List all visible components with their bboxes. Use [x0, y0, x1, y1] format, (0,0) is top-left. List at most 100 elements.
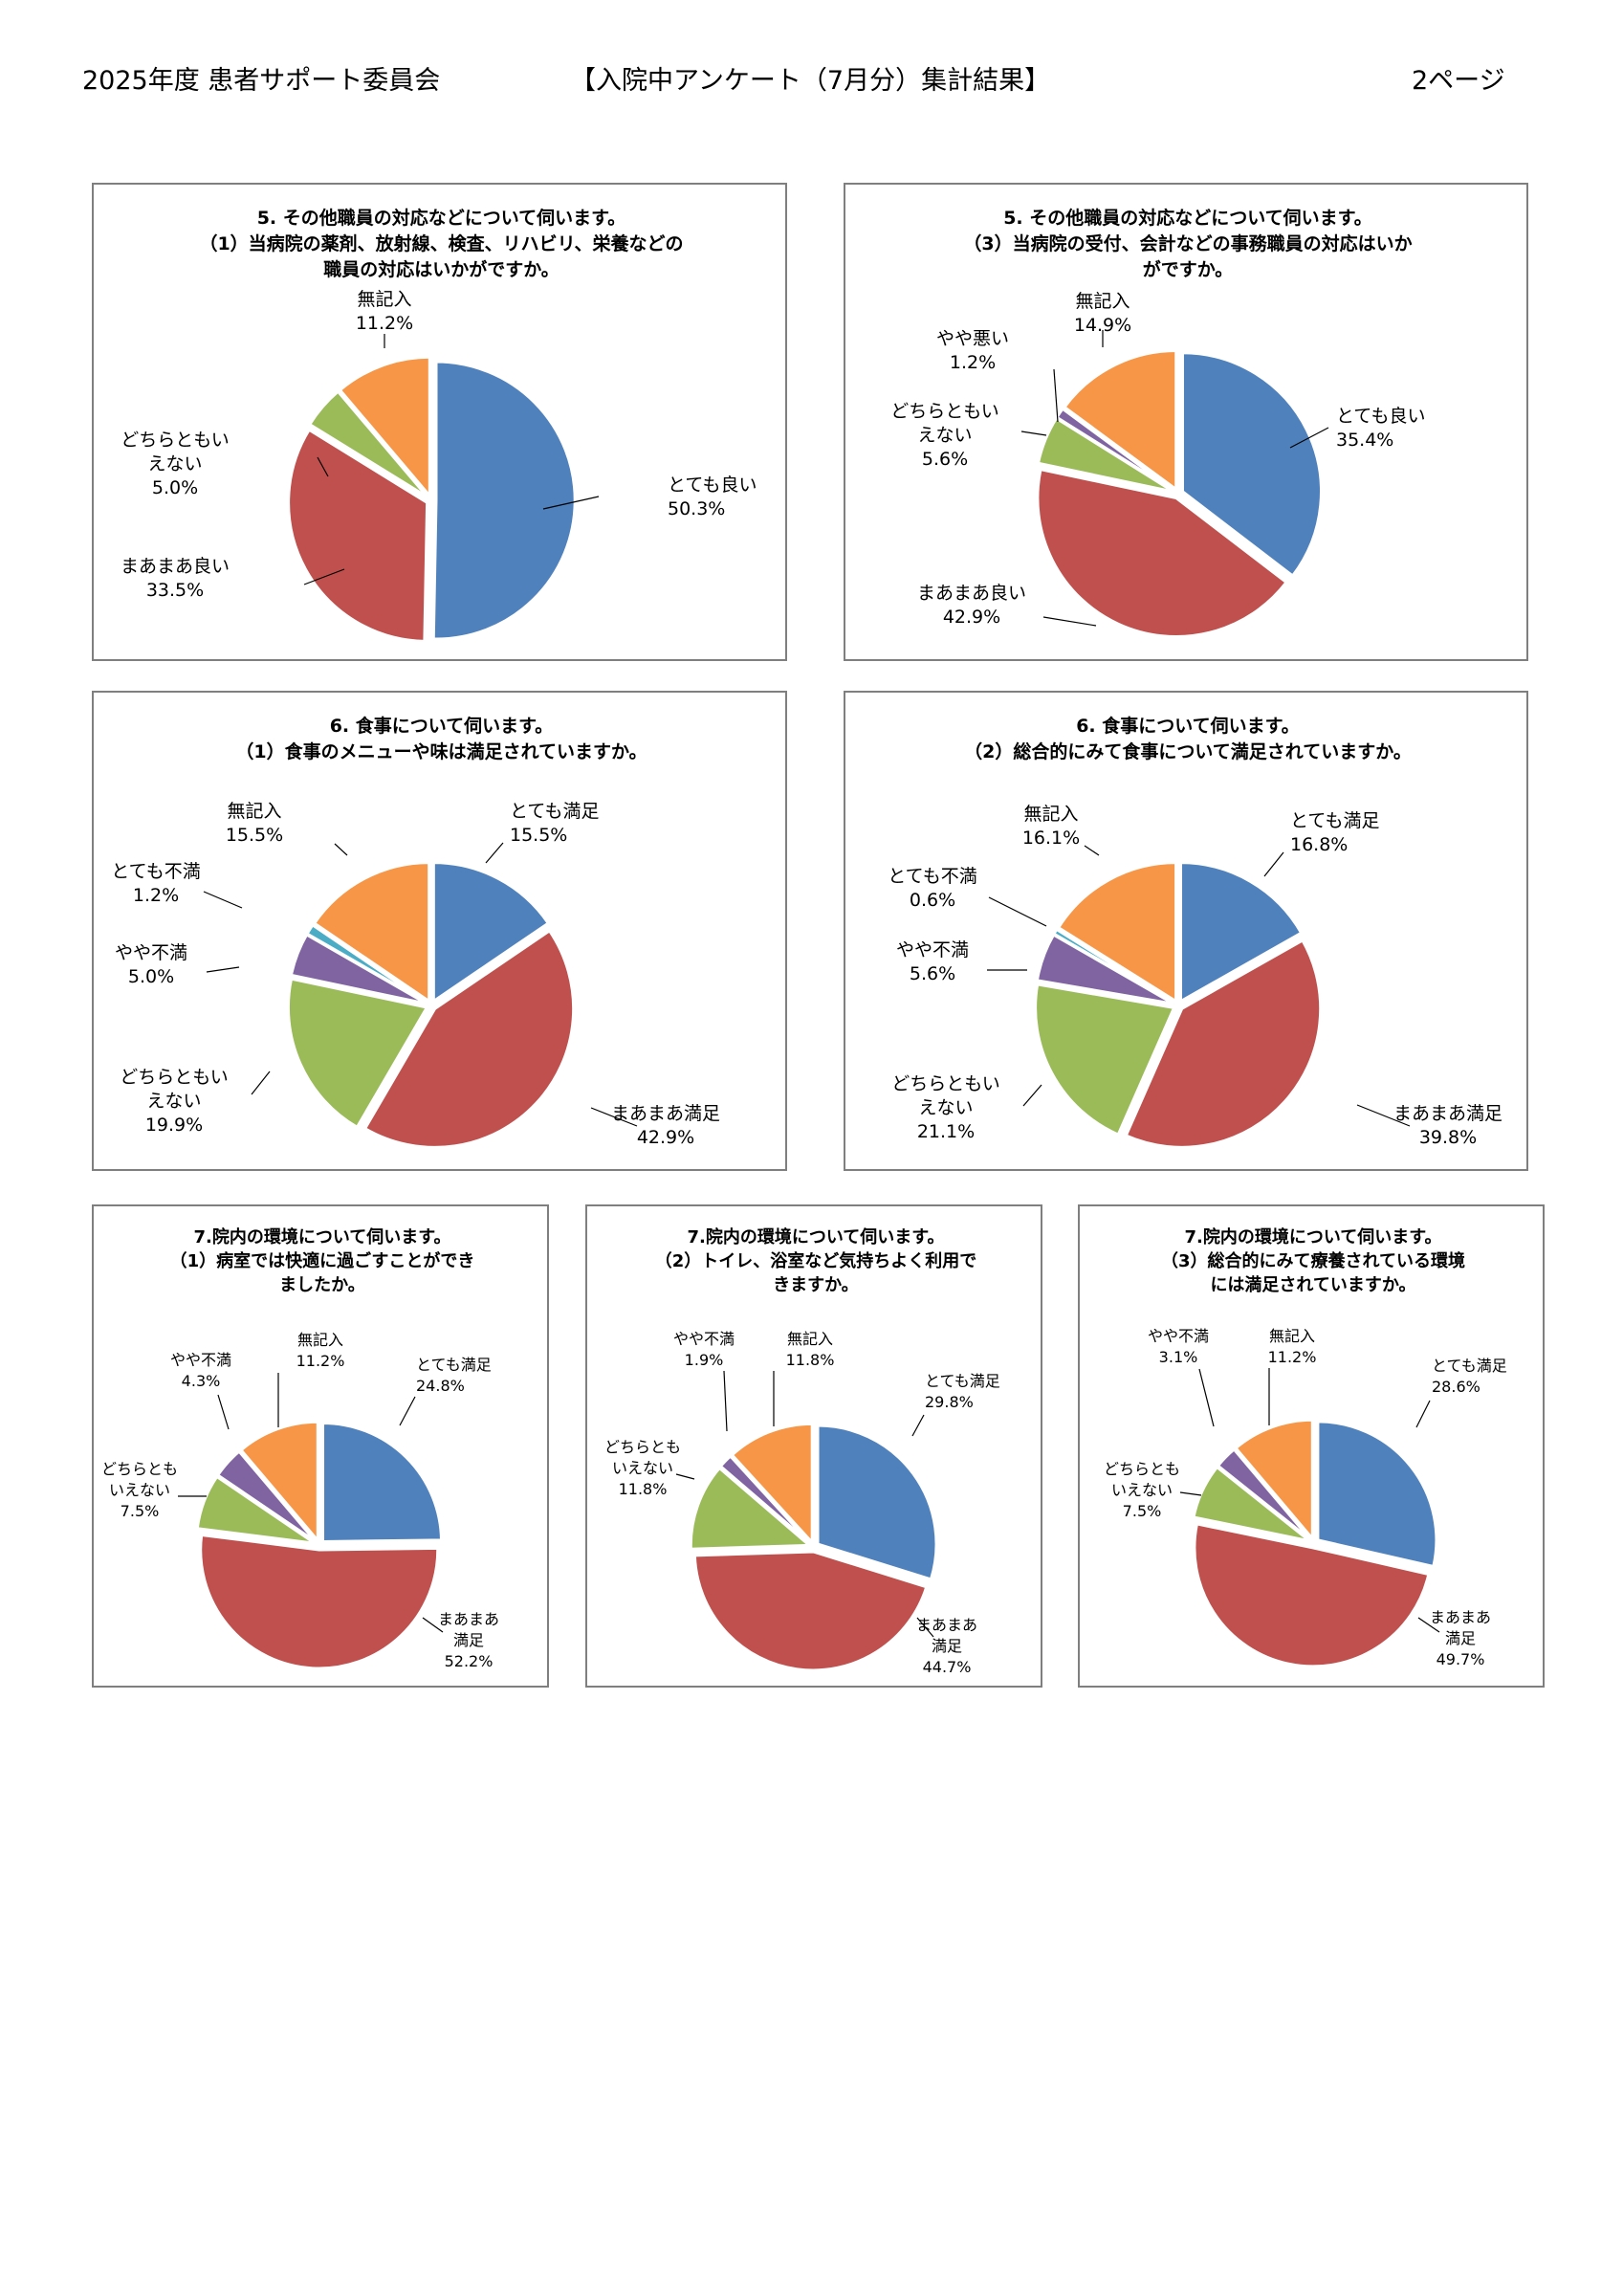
- slice-category-label: まあまあ: [916, 1616, 977, 1634]
- pie-slice: [338, 355, 431, 497]
- pie-slice: [689, 1467, 811, 1551]
- pie-svg: 5. その他職員の対応などについて伺います。 （1）当病院の薬剤、放射線、検査、リ…: [121, 207, 757, 643]
- slice-percent-label: 4.3%: [182, 1372, 221, 1390]
- leader-line: [334, 843, 348, 856]
- slice-category-label: とても満足: [510, 801, 599, 822]
- chart-title-line: ましたか。: [279, 1275, 365, 1295]
- pie-chart-meal-overall: 6. 食事について伺います。 （2）総合的にみて食事について満足されていますか。と…: [844, 691, 1528, 1171]
- slice-category-label: えない: [146, 1091, 201, 1112]
- slice-percent-label: 35.4%: [1336, 430, 1393, 451]
- slice-category-label: 満足: [932, 1637, 962, 1655]
- leader-line: [1198, 1368, 1215, 1427]
- pie-slice: [308, 389, 429, 499]
- slice-percent-label: 29.8%: [925, 1393, 974, 1411]
- slice-category-label: とても満足: [1432, 1357, 1507, 1375]
- leader-line: [251, 1071, 271, 1095]
- pie-slice: [730, 1422, 814, 1544]
- pie-chart-staff-medical: 5. その他職員の対応などについて伺います。 （1）当病院の薬剤、放射線、検査、リ…: [92, 183, 787, 661]
- slice-percent-label: 50.3%: [668, 498, 725, 519]
- leader-line: [1289, 427, 1329, 449]
- pie-slice: [1216, 1447, 1312, 1542]
- slice-category-label: まあまあ満足: [611, 1103, 720, 1124]
- chart-title-line: （2）トイレ、浴室など気持ちよく利用で: [655, 1250, 977, 1271]
- slice-category-label: やや不満: [1148, 1327, 1209, 1345]
- pie-slice: [1057, 861, 1178, 1004]
- slice-category-label: えない: [918, 1097, 973, 1118]
- header-committee: 2025年度 患者サポート委員会: [82, 66, 441, 96]
- slice-category-label: どちらともい: [120, 1067, 229, 1088]
- leader-line: [988, 896, 1047, 927]
- slice-category-label: やや不満: [896, 939, 969, 960]
- slice-category-label: とても満足: [925, 1372, 1000, 1390]
- pie-slice: [692, 1550, 929, 1672]
- slice-category-label: 無記入: [357, 289, 411, 310]
- pie-slice: [1124, 938, 1323, 1149]
- slice-percent-label: 11.2%: [296, 1352, 345, 1370]
- slice-percent-label: 42.9%: [943, 607, 1000, 628]
- slice-category-label: まあまあ満足: [1393, 1103, 1502, 1124]
- slice-percent-label: 1.2%: [133, 885, 179, 906]
- slice-percent-label: 24.8%: [416, 1377, 465, 1395]
- slice-category-label: まあまあ: [1430, 1608, 1491, 1626]
- pie-slice: [1192, 1466, 1311, 1543]
- pie-slice: [1063, 349, 1178, 492]
- chart-title-line: （1）当病院の薬剤、放射線、検査、リハビリ、栄養などの: [199, 232, 683, 254]
- pie-svg: 7.院内の環境について伺います。 （1）病室では快適に過ごすことができましたか。と…: [101, 1226, 499, 1670]
- slice-percent-label: 1.9%: [685, 1351, 724, 1369]
- slice-percent-label: 0.6%: [910, 890, 955, 911]
- pie-chart-staff-office: 5. その他職員の対応などについて伺います。 （3）当病院の受付、会計などの事務職…: [844, 183, 1528, 661]
- leader-line: [911, 1414, 925, 1437]
- pie-slice: [718, 1454, 812, 1546]
- slice-percent-label: 16.8%: [1290, 834, 1348, 855]
- slice-category-label: 無記入: [1075, 291, 1130, 312]
- slice-percent-label: 39.8%: [1419, 1127, 1477, 1148]
- chart-title-line: （3）総合的にみて療養されている環境: [1161, 1250, 1465, 1271]
- chart-title-line: 6. 食事について伺います。: [1076, 715, 1300, 737]
- chart-title-line: 6. 食事について伺います。: [330, 715, 554, 737]
- pie-slice: [305, 923, 429, 1004]
- slice-percent-label: 14.9%: [1074, 315, 1131, 336]
- pie-slice: [313, 861, 431, 1004]
- pie-svg: 5. その他職員の対応などについて伺います。 （3）当病院の受付、会計などの事務職…: [890, 207, 1425, 639]
- slice-category-label: とても良い: [668, 475, 757, 496]
- pie-slice: [1234, 1418, 1314, 1540]
- slice-category-label: まあまあ良い: [121, 556, 230, 577]
- slice-percent-label: 19.9%: [145, 1115, 203, 1136]
- slice-percent-label: 44.7%: [923, 1658, 972, 1676]
- chart-title-line: には満足されていますか。: [1210, 1274, 1415, 1295]
- slice-percent-label: 28.6%: [1432, 1378, 1480, 1396]
- slice-category-label: 無記入: [1023, 804, 1078, 825]
- leader-line: [1020, 430, 1047, 436]
- pie-slice: [1036, 468, 1288, 639]
- chart-title-line: （2）総合的にみて食事について満足されていますか。: [964, 740, 1412, 762]
- slice-category-label: どちらともい: [121, 430, 230, 451]
- slice-category-label: いえない: [109, 1481, 170, 1499]
- slice-percent-label: 11.2%: [1268, 1348, 1317, 1366]
- slice-category-label: やや悪い: [936, 328, 1009, 349]
- slice-category-label: どちらとも: [604, 1438, 681, 1456]
- slice-percent-label: 21.1%: [917, 1121, 975, 1142]
- pie-slice: [287, 428, 429, 643]
- slice-category-label: 満足: [453, 1631, 484, 1649]
- slice-category-label: 無記入: [787, 1330, 833, 1348]
- slice-percent-label: 52.2%: [445, 1652, 493, 1670]
- leader-line: [1179, 1491, 1202, 1496]
- leader-line: [590, 1107, 638, 1127]
- pie-svg: 7.院内の環境について伺います。 （2）トイレ、浴室など気持ちよく利用できますか。…: [604, 1226, 1000, 1676]
- slice-percent-label: 11.8%: [786, 1351, 835, 1369]
- slice-percent-label: 3.1%: [1159, 1348, 1198, 1366]
- slice-category-label: 無記入: [1269, 1327, 1315, 1345]
- slice-percent-label: 7.5%: [121, 1502, 160, 1520]
- pie-slice: [1034, 982, 1176, 1137]
- leader-line: [1053, 368, 1059, 423]
- leader-line: [203, 891, 243, 909]
- pie-slice: [1180, 351, 1323, 578]
- slice-category-label: まあまあ: [438, 1610, 499, 1628]
- leader-line: [1356, 1104, 1411, 1127]
- slice-category-label: えない: [917, 425, 972, 446]
- slice-category-label: とても満足: [416, 1356, 492, 1374]
- slice-category-label: とても不満: [111, 861, 200, 882]
- slice-category-label: やや不満: [170, 1351, 231, 1369]
- leader-line: [1417, 1617, 1440, 1633]
- slice-category-label: 無記入: [227, 801, 281, 822]
